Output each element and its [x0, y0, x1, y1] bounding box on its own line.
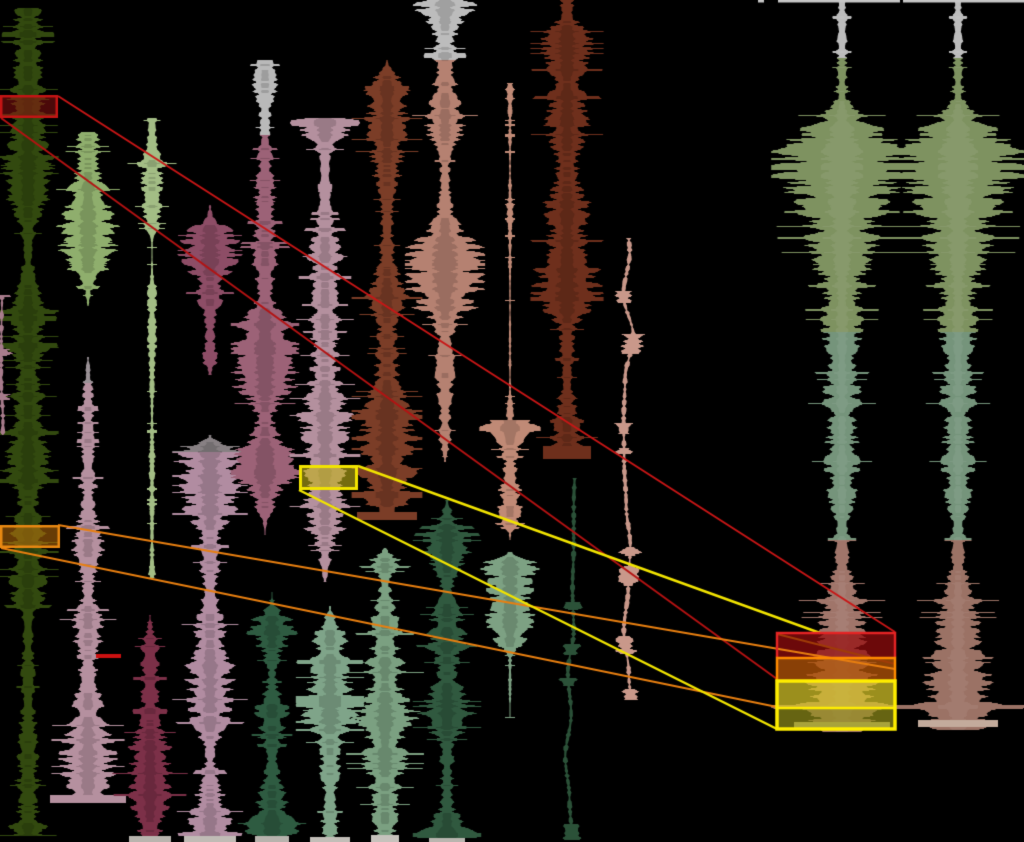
selection-box-yellow-source[interactable]	[299, 465, 358, 490]
linked-destination-region[interactable]	[776, 632, 896, 729]
playhead-marker	[96, 654, 121, 658]
selection-box-red-source[interactable]	[0, 95, 58, 118]
selection-box-orange-source[interactable]	[0, 525, 60, 548]
